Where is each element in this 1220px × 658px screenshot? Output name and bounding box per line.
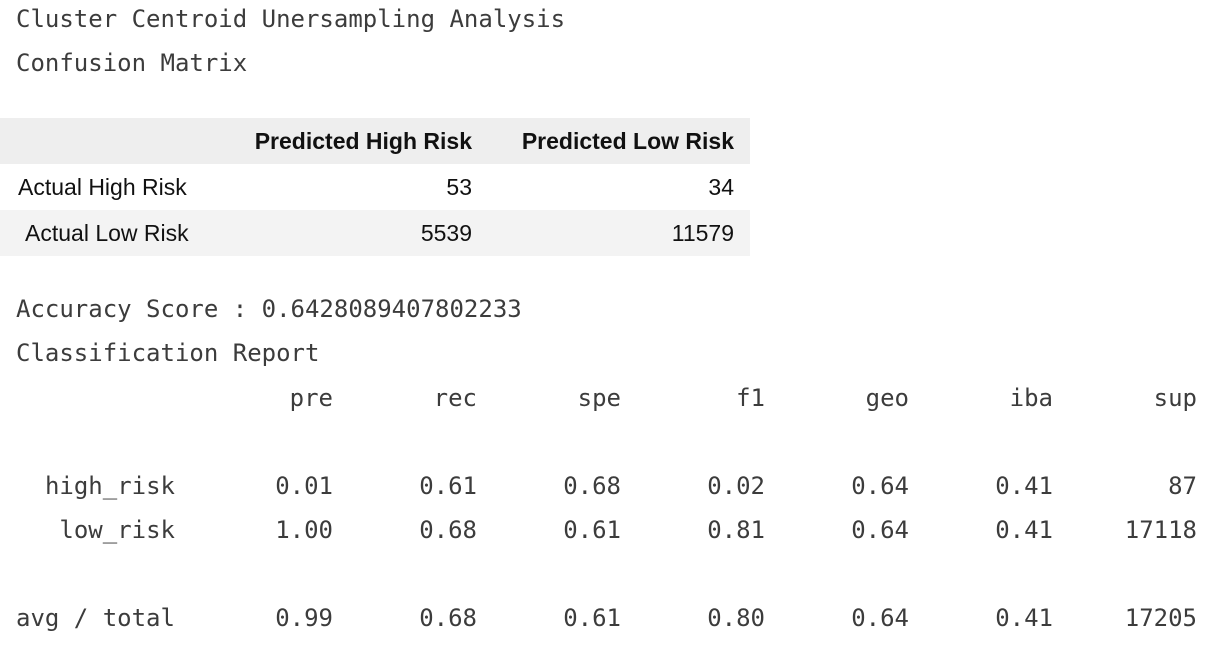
accuracy-score: Accuracy Score : 0.6428089407802233: [16, 295, 522, 323]
table-row: Actual Low Risk 5539 11579: [0, 210, 750, 256]
table-row: Actual High Risk 53 34: [0, 164, 750, 210]
row-label: high_risk: [44, 472, 175, 500]
table-cell: 34: [708, 173, 734, 200]
table-cell: 0.01: [275, 472, 333, 500]
table-cell: 0.68: [563, 472, 621, 500]
table-cell: 0.41: [995, 516, 1053, 544]
table-cell: 87: [1168, 472, 1197, 500]
table-cell: 17205: [1124, 604, 1197, 632]
table-cell: 0.68: [419, 604, 477, 632]
row-header: Actual High Risk: [18, 173, 187, 200]
corner-cell: [0, 118, 206, 164]
report-header-row: pre rec spe f1 geo iba sup: [0, 383, 1220, 413]
column-header: spe: [577, 384, 621, 412]
table-row: high_risk 0.01 0.61 0.68 0.02 0.64 0.41 87: [0, 471, 1220, 501]
row-header: Actual Low Risk: [25, 219, 189, 246]
confusion-matrix-table: Predicted High Risk Predicted Low Risk A…: [0, 118, 750, 256]
table-cell: 0.61: [419, 472, 477, 500]
table-cell: 0.81: [707, 516, 765, 544]
column-header: geo: [865, 384, 909, 412]
column-header: f1: [736, 384, 765, 412]
table-header-row: Predicted High Risk Predicted Low Risk: [0, 118, 750, 164]
table-cell: 0.64: [851, 516, 909, 544]
column-header: rec: [433, 384, 477, 412]
table-cell: 0.61: [563, 604, 621, 632]
table-cell: 0.61: [563, 516, 621, 544]
table-cell: 0.41: [995, 604, 1053, 632]
table-row: low_risk 1.00 0.68 0.61 0.81 0.64 0.41 17118: [0, 515, 1220, 545]
row-label: avg / total: [16, 604, 175, 632]
table-cell: 0.80: [707, 604, 765, 632]
table-cell: 11579: [671, 219, 734, 246]
table-cell: 0.02: [707, 472, 765, 500]
classification-report-heading: Classification Report: [16, 339, 320, 367]
table-cell: 53: [446, 173, 472, 200]
analysis-title: Cluster Centroid Unersampling Analysis: [16, 5, 566, 33]
column-header: Predicted High Risk: [254, 127, 472, 154]
column-header: sup: [1153, 384, 1197, 412]
report-total-row: avg / total 0.99 0.68 0.61 0.80 0.64 0.41 17205: [0, 603, 1220, 633]
row-label: low_risk: [59, 516, 175, 544]
column-header: pre: [289, 384, 333, 412]
table-cell: 0.99: [275, 604, 333, 632]
column-header: iba: [1009, 384, 1053, 412]
table-cell: 0.64: [851, 604, 909, 632]
table-cell: 17118: [1124, 516, 1197, 544]
confusion-matrix-heading: Confusion Matrix: [16, 49, 248, 77]
column-header: Predicted Low Risk: [521, 127, 734, 154]
table-cell: 0.41: [995, 472, 1053, 500]
table-cell: 1.00: [275, 516, 333, 544]
table-cell: 0.64: [851, 472, 909, 500]
table-cell: 0.68: [419, 516, 477, 544]
table-cell: 5539: [420, 219, 472, 246]
